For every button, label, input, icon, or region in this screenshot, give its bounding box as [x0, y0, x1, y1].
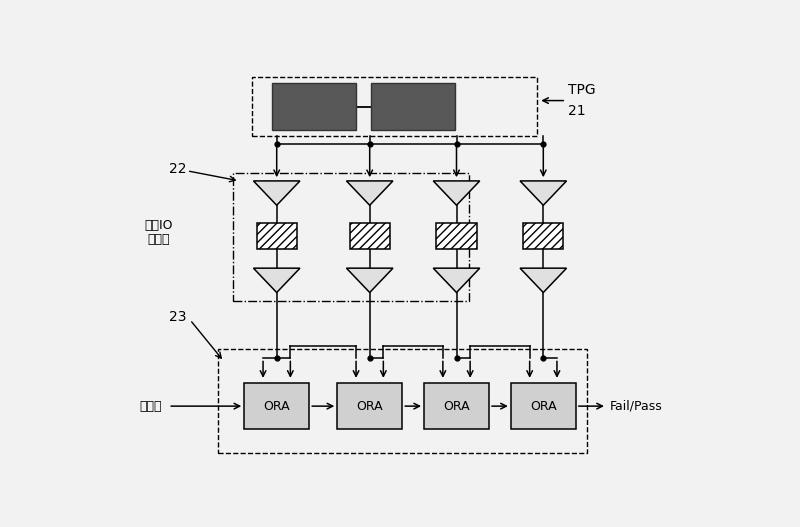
Bar	[350, 222, 390, 249]
Bar	[257, 222, 297, 249]
Text: ORA: ORA	[263, 399, 290, 413]
Text: Fail/Pass: Fail/Pass	[610, 399, 662, 413]
Text: 22: 22	[169, 162, 186, 175]
Polygon shape	[434, 181, 480, 205]
Polygon shape	[254, 181, 300, 205]
Text: 缓冲器: 缓冲器	[148, 233, 170, 246]
Text: ORA: ORA	[443, 399, 470, 413]
Polygon shape	[520, 268, 566, 292]
Polygon shape	[346, 268, 393, 292]
Bar	[510, 383, 576, 430]
Bar	[234, 173, 469, 300]
Bar	[337, 383, 402, 430]
Bar	[424, 383, 489, 430]
Bar	[436, 222, 477, 249]
Bar	[523, 222, 563, 249]
Text: ORA: ORA	[356, 399, 383, 413]
Bar	[272, 83, 356, 130]
Text: 23: 23	[169, 310, 186, 324]
Bar	[252, 77, 537, 136]
Bar	[218, 349, 586, 453]
Polygon shape	[434, 268, 480, 292]
Text: 扫描链: 扫描链	[139, 399, 162, 413]
Text: 双向IO: 双向IO	[145, 219, 173, 232]
Text: ORA: ORA	[530, 399, 557, 413]
Text: TPG: TPG	[568, 83, 596, 97]
Polygon shape	[520, 181, 566, 205]
Bar	[244, 383, 310, 430]
Bar	[371, 83, 455, 130]
Polygon shape	[346, 181, 393, 205]
Polygon shape	[254, 268, 300, 292]
Text: 21: 21	[568, 104, 586, 118]
